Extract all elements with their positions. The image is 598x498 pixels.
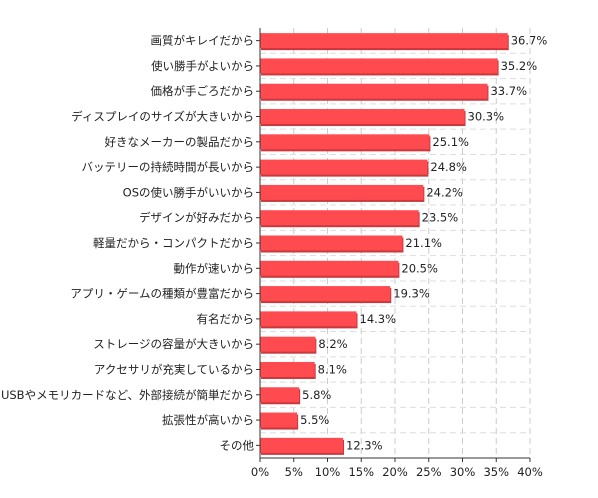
category-label: その他 [220, 438, 255, 452]
bar [260, 437, 344, 453]
value-label: 24.2% [426, 185, 463, 199]
bar [260, 83, 488, 99]
x-tick-label: 30% [450, 465, 476, 479]
category-label: デザインが好みだから [139, 211, 254, 225]
category-label: 動作が速いから [174, 261, 255, 275]
bar [260, 235, 403, 251]
x-tick-label: 25% [416, 465, 442, 479]
x-tick-label: 5% [285, 465, 303, 479]
category-label: アプリ・ゲームの種類が豊富だから [70, 287, 254, 301]
category-label: 有名だから [197, 312, 255, 326]
bar [260, 159, 428, 175]
x-tick-label: 40% [517, 465, 543, 479]
value-label: 5.8% [302, 388, 331, 402]
x-tick-label: 0% [251, 465, 269, 479]
bar [260, 109, 465, 125]
bar [260, 311, 357, 327]
bar [260, 412, 298, 428]
bar [260, 184, 424, 200]
value-label: 23.5% [422, 211, 459, 225]
bar [260, 361, 315, 377]
category-label: 画質がキレイだから [151, 34, 255, 48]
x-tick-label: 15% [348, 465, 374, 479]
category-label: 好きなメーカーの製品だから [105, 135, 255, 149]
bar [260, 134, 430, 150]
value-label: 14.3% [360, 312, 397, 326]
value-label: 30.3% [468, 110, 505, 124]
category-label: 拡張性が高いから [162, 413, 254, 427]
value-label: 20.5% [401, 261, 438, 275]
bar [260, 33, 508, 49]
bar [260, 286, 391, 302]
bar [260, 210, 419, 226]
value-label: 12.3% [346, 438, 383, 452]
value-label: 8.2% [318, 337, 347, 351]
bar [260, 336, 316, 352]
category-label: ディスプレイのサイズが大きいから [71, 110, 254, 124]
category-label: OSの使い勝手がいいから [123, 185, 254, 199]
x-tick-label: 10% [315, 465, 341, 479]
x-tick-label: 20% [382, 465, 408, 479]
category-label: ストレージの容量が大きいから [93, 337, 254, 351]
value-label: 35.2% [501, 59, 538, 73]
value-label: 5.5% [300, 413, 329, 427]
x-tick-label: 35% [483, 465, 509, 479]
category-label: 価格が手ごろだから [151, 84, 255, 98]
value-label: 36.7% [511, 34, 548, 48]
value-label: 19.3% [393, 287, 430, 301]
value-label: 24.8% [430, 160, 467, 174]
bar [260, 260, 399, 276]
category-label: バッテリーの持続時間が長いから [82, 160, 255, 174]
category-label: USBやメモリカードなど、外部接続が簡単だから [1, 388, 254, 402]
value-label: 33.7% [490, 84, 527, 98]
value-label: 21.1% [405, 236, 442, 250]
category-label: 軽量だから・コンパクトだから [93, 236, 254, 250]
category-label: アクセサリが充実しているから [94, 362, 254, 376]
bar [260, 387, 300, 403]
bar [260, 58, 498, 74]
value-label: 25.1% [432, 135, 469, 149]
category-label: 使い勝手がよいから [151, 59, 254, 73]
value-label: 8.1% [318, 362, 347, 376]
